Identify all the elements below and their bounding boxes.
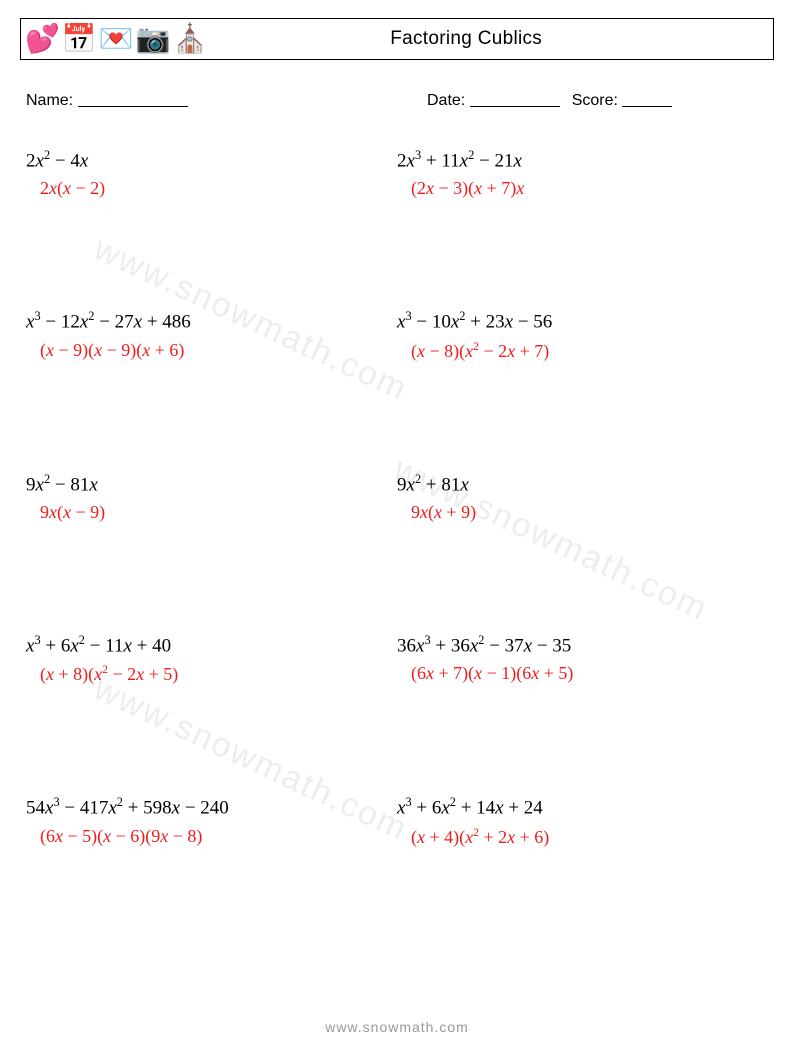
page-title: Factoring Cublics: [207, 28, 765, 50]
header-icon: 📷: [136, 25, 171, 53]
header-icon: ⛪: [173, 25, 208, 53]
problem-row: x3 − 12x2 − 27x + 486 (x − 9)(x − 9)(x + …: [26, 309, 768, 361]
problem-cell: 36x3 + 36x2 − 37x − 35 (6x + 7)(x − 1)(6x…: [397, 633, 768, 685]
info-row: Name: Date: Score:: [20, 88, 774, 110]
problem-row: 54x3 − 417x2 + 598x − 240 (6x − 5)(x − 6)…: [26, 795, 768, 847]
problem-answer: (6x + 7)(x − 1)(6x + 5): [397, 663, 768, 684]
header-bar: 💕📅💌📷⛪ Factoring Cublics: [20, 18, 774, 60]
problem-cell: 2x2 − 4x 2x(x − 2): [26, 148, 397, 199]
name-blank[interactable]: [78, 90, 188, 107]
date-blank[interactable]: [470, 90, 560, 107]
problem-answer: (x + 4)(x2 + 2x + 6): [397, 826, 768, 848]
problem-cell: 54x3 − 417x2 + 598x − 240 (6x − 5)(x − 6)…: [26, 795, 397, 847]
score-label: Score:: [572, 92, 618, 109]
problem-cell: 9x2 + 81x 9x(x + 9): [397, 472, 768, 523]
problem-answer: (2x − 3)(x + 7)x: [397, 178, 768, 199]
problem-question: x3 − 12x2 − 27x + 486: [26, 309, 397, 333]
problem-question: 54x3 − 417x2 + 598x − 240: [26, 795, 397, 819]
problem-cell: x3 + 6x2 + 14x + 24 (x + 4)(x2 + 2x + 6): [397, 795, 768, 847]
problem-cell: x3 − 12x2 − 27x + 486 (x − 9)(x − 9)(x + …: [26, 309, 397, 361]
problem-cell: x3 − 10x2 + 23x − 56 (x − 8)(x2 − 2x + 7): [397, 309, 768, 361]
problem-cell: 2x3 + 11x2 − 21x (2x − 3)(x + 7)x: [397, 148, 768, 199]
problem-question: 9x2 − 81x: [26, 472, 397, 496]
problem-answer: (x − 8)(x2 − 2x + 7): [397, 340, 768, 362]
problem-row: x3 + 6x2 − 11x + 40 (x + 8)(x2 − 2x + 5)3…: [26, 633, 768, 685]
problem-row: 2x2 − 4x 2x(x − 2)2x3 + 11x2 − 21x (2x − 3…: [26, 148, 768, 199]
name-label: Name:: [26, 92, 73, 109]
problem-question: x3 + 6x2 − 11x + 40: [26, 633, 397, 657]
problem-question: 2x3 + 11x2 − 21x: [397, 148, 768, 172]
header-icon: 💌: [99, 25, 134, 53]
problems-grid: 2x2 − 4x 2x(x − 2)2x3 + 11x2 − 21x (2x − 3…: [20, 148, 774, 848]
header-icons: 💕📅💌📷⛪: [25, 25, 207, 53]
date-label: Date:: [427, 92, 465, 109]
problem-question: 9x2 + 81x: [397, 472, 768, 496]
score-blank[interactable]: [622, 90, 672, 107]
header-icon: 📅: [62, 25, 97, 53]
problem-cell: 9x2 − 81x 9x(x − 9): [26, 472, 397, 523]
problem-question: x3 + 6x2 + 14x + 24: [397, 795, 768, 819]
problem-row: 9x2 − 81x 9x(x − 9)9x2 + 81x 9x(x + 9): [26, 472, 768, 523]
problem-question: 2x2 − 4x: [26, 148, 397, 172]
problem-question: x3 − 10x2 + 23x − 56: [397, 309, 768, 333]
problem-answer: 9x(x − 9): [26, 502, 397, 523]
problem-answer: 2x(x − 2): [26, 178, 397, 199]
problem-answer: (6x − 5)(x − 6)(9x − 8): [26, 826, 397, 847]
problem-answer: 9x(x + 9): [397, 502, 768, 523]
footer: www.snowmath.com: [0, 1019, 794, 1035]
problem-question: 36x3 + 36x2 − 37x − 35: [397, 633, 768, 657]
problem-answer: (x + 8)(x2 − 2x + 5): [26, 663, 397, 685]
header-icon: 💕: [25, 25, 60, 53]
problem-cell: x3 + 6x2 − 11x + 40 (x + 8)(x2 − 2x + 5): [26, 633, 397, 685]
problem-answer: (x − 9)(x − 9)(x + 6): [26, 340, 397, 361]
